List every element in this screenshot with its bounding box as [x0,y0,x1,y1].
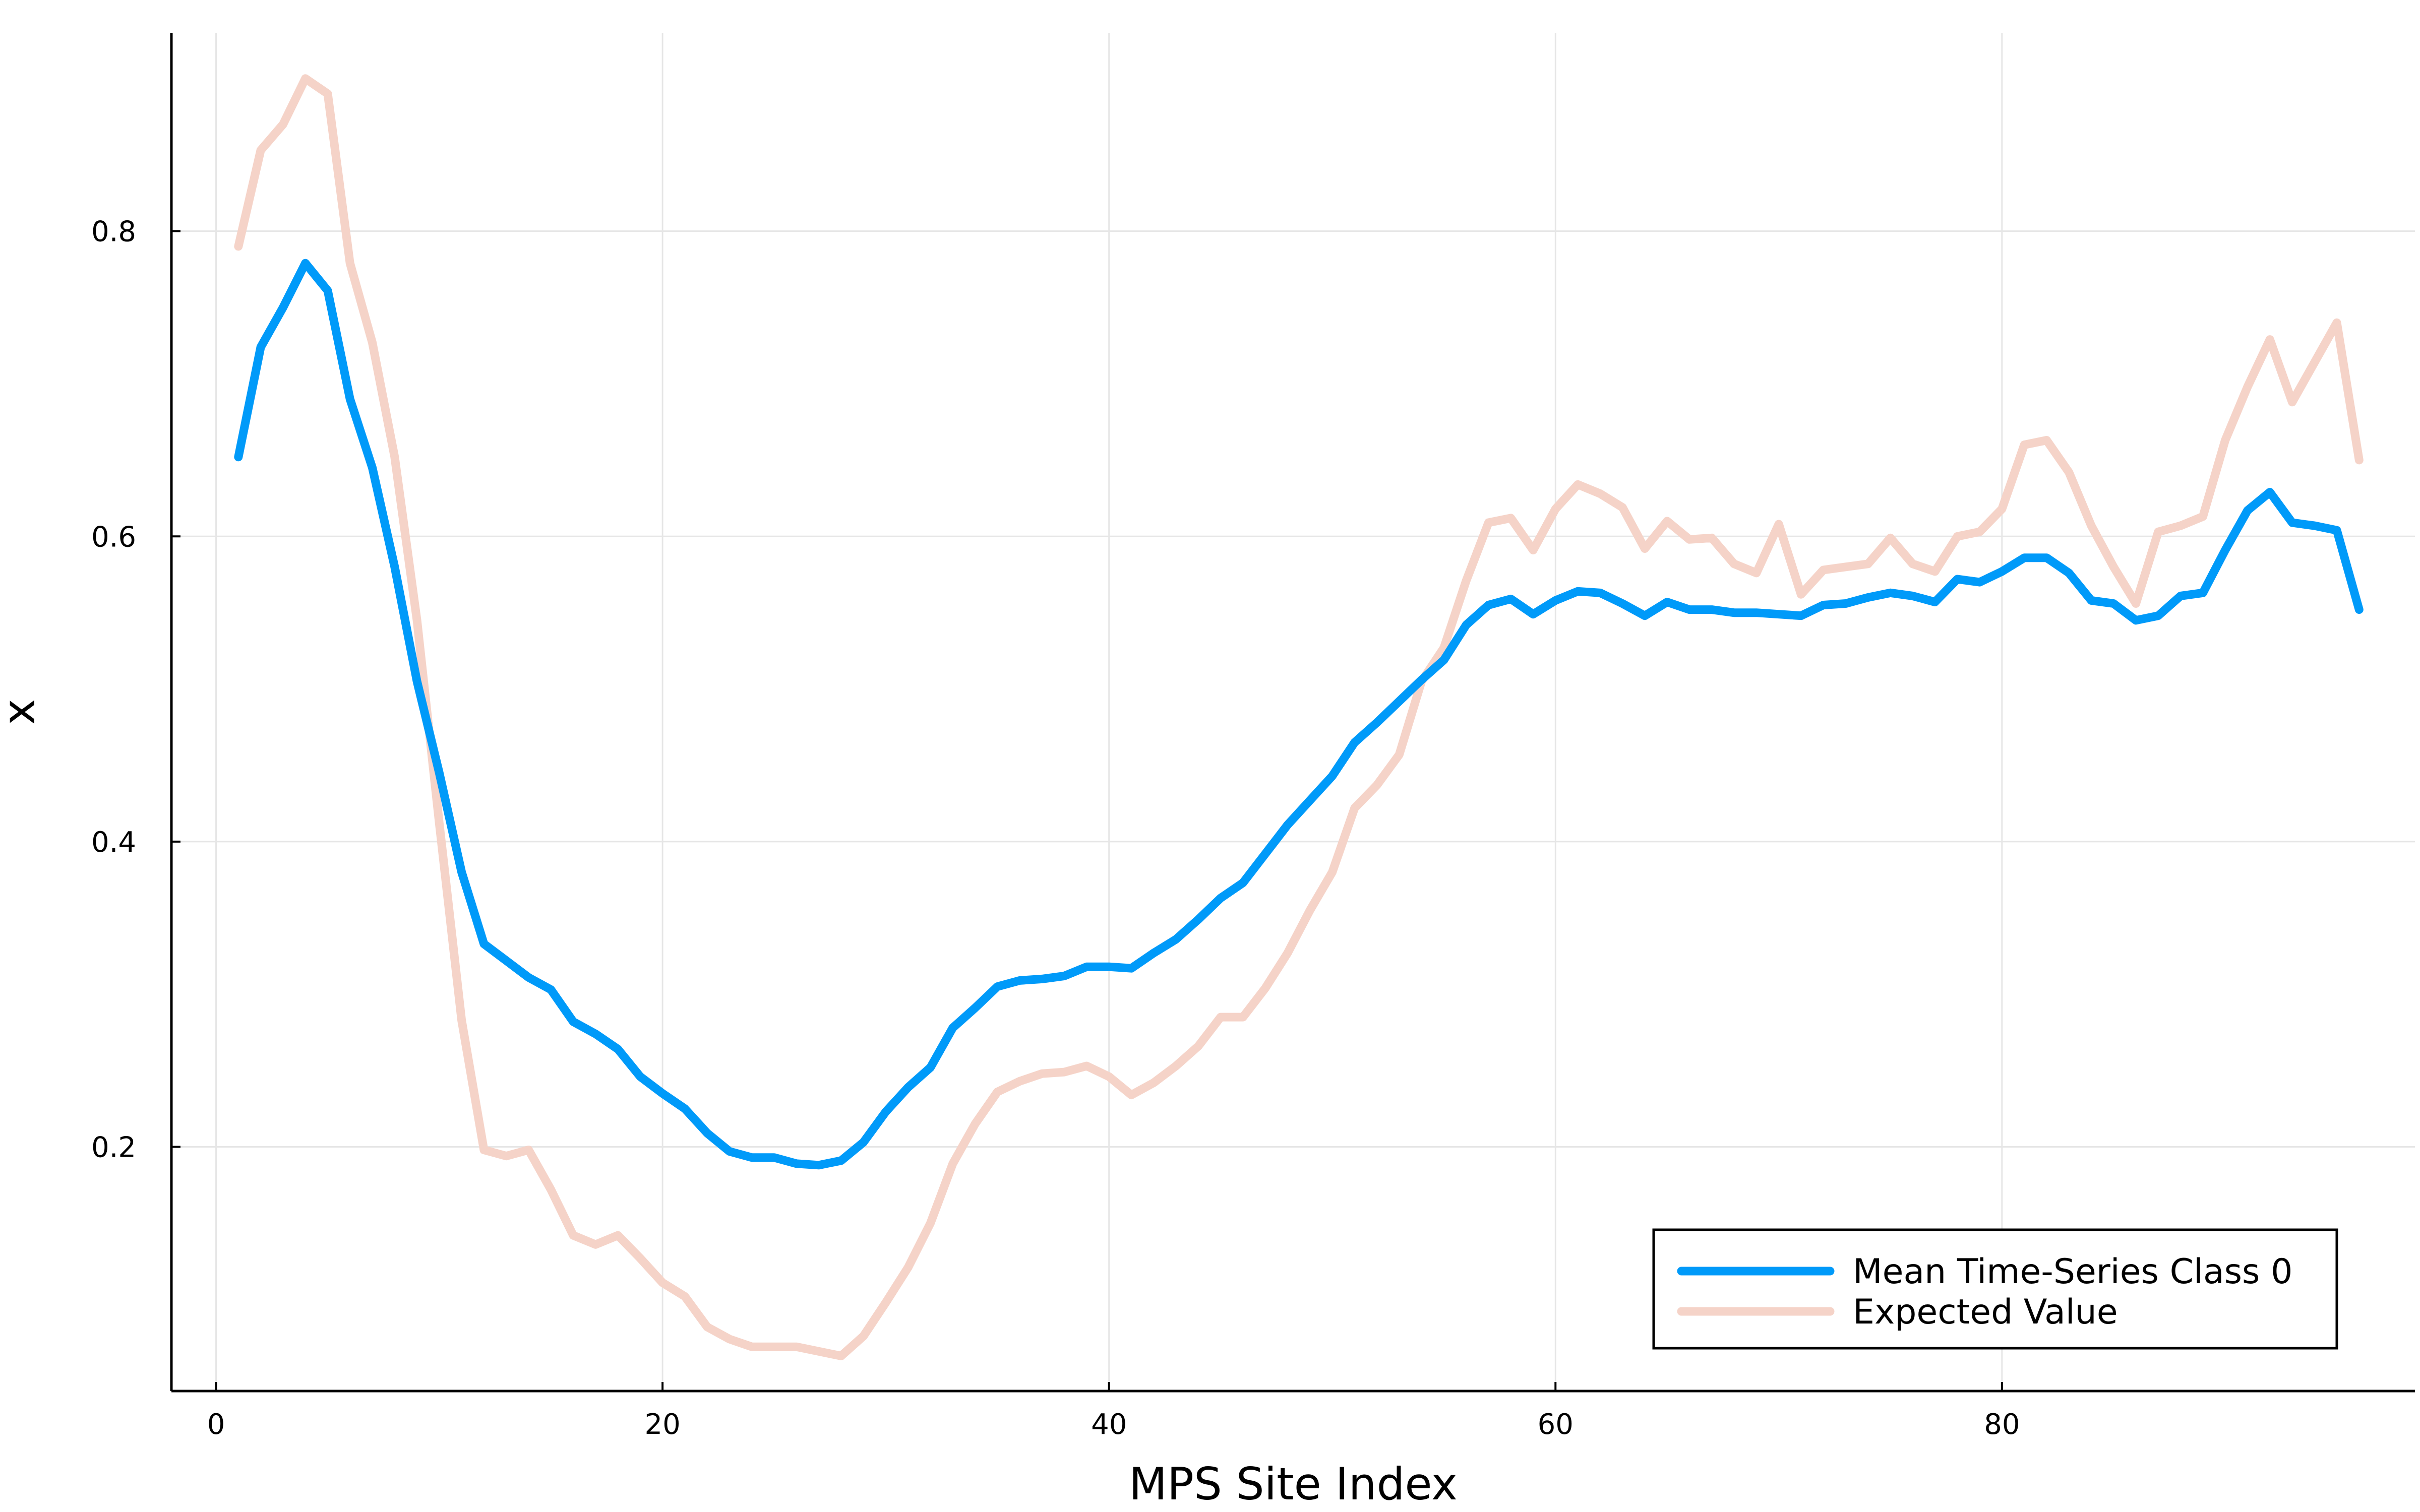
y-tick-label: 0.2 [91,1131,136,1164]
x-tick-label: 40 [1091,1408,1127,1441]
legend: Mean Time-Series Class 0 Expected Value [1652,1228,2338,1350]
series-line-mean-time-series [234,259,2364,1170]
y-tick-label: 0.4 [91,826,136,859]
x-tick-label: 60 [1538,1408,1574,1441]
series-line-expected-value [234,74,2364,1360]
series-layer [234,74,2364,1360]
x-tick-label: 20 [644,1408,680,1441]
y-tick-label: 0.6 [91,521,136,553]
legend-label-expected-value: Expected Value [1853,1292,2118,1332]
x-axis-title: MPS Site Index [1129,1458,1458,1510]
ticks-layer: 0 20 40 60 80 0.2 0.4 0.6 0.8 [91,216,2020,1441]
legend-box [1652,1228,2338,1350]
grid-layer [171,33,2415,1391]
y-tick-label: 0.8 [91,216,136,248]
legend-label-mean-time-series: Mean Time-Series Class 0 [1853,1252,2292,1292]
x-tick-label: 0 [207,1408,225,1441]
axes-layer [170,33,2415,1393]
y-axis-title: x [0,699,45,725]
x-tick-label: 80 [1984,1408,2020,1441]
